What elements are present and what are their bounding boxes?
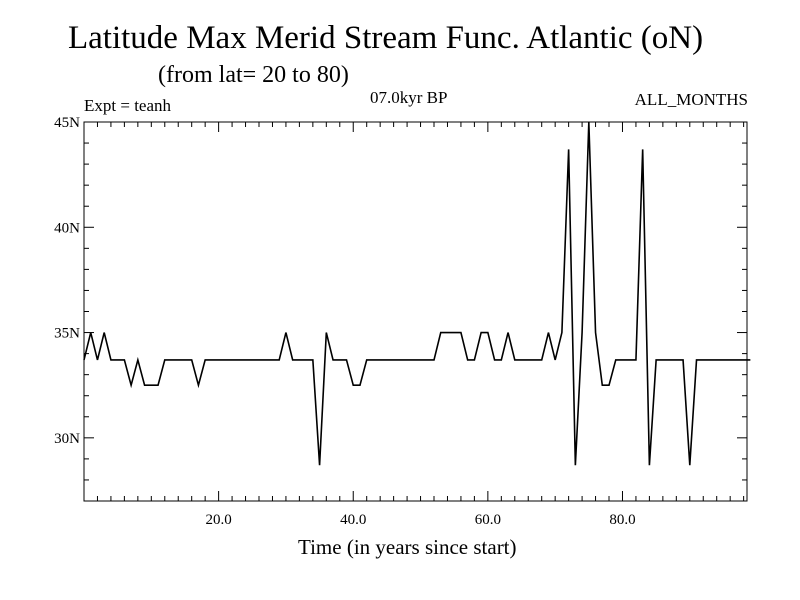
experiment-label: Expt = teanh <box>84 96 172 115</box>
axis-tick-labels: 20.0 40.0 60.0 80.0 30N 35N 40N 45N <box>54 115 635 528</box>
x-tick-label: 40.0 <box>340 512 366 528</box>
y-tick-label: 45N <box>54 115 80 131</box>
series-lines <box>83 121 751 466</box>
plot-frame <box>83 121 748 502</box>
chart-title: Latitude Max Merid Stream Func. Atlantic… <box>68 20 704 56</box>
chart-subtitle: (from lat= 20 to 80) <box>158 62 349 88</box>
x-tick-label: 60.0 <box>475 512 501 528</box>
x-axis-label: Time (in years since start) <box>298 535 517 559</box>
x-tick-label: 20.0 <box>205 512 231 528</box>
y-tick-label: 35N <box>54 326 80 342</box>
months-label: ALL_MONTHS <box>634 90 748 109</box>
axis-ticks <box>84 121 747 502</box>
series-line-teanh <box>83 121 751 466</box>
x-tick-label: 80.0 <box>609 512 635 528</box>
y-tick-label: 40N <box>54 220 80 236</box>
y-tick-label: 30N <box>54 431 80 447</box>
period-label: 07.0kyr BP <box>370 88 448 107</box>
